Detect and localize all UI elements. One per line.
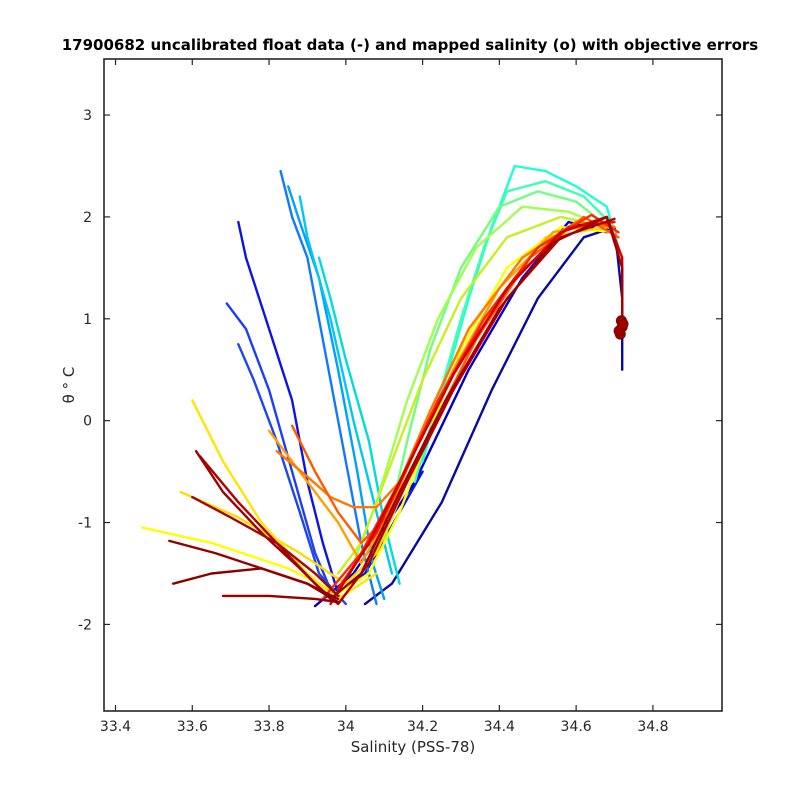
profile-line-14	[336, 215, 608, 575]
y-tick-label: 1	[83, 312, 92, 328]
x-tick-label: 34.2	[407, 719, 438, 735]
profile-line-5	[237, 343, 347, 606]
profile-line-23	[329, 215, 624, 606]
profile-line-29	[221, 594, 340, 604]
profile-line-15	[141, 225, 616, 595]
profile-line-21	[321, 213, 620, 601]
y-tick-label: 3	[83, 108, 92, 124]
plot-area	[141, 164, 629, 608]
x-axis-label: Salinity (PSS-78)	[351, 738, 476, 756]
x-tick-label: 33.4	[100, 719, 131, 735]
profile-line-13	[352, 205, 608, 565]
profile-line-24	[198, 217, 616, 606]
chart-title: 17900682 uncalibrated float data (-) and…	[62, 36, 759, 54]
profile-line-22	[336, 220, 616, 590]
profile-line-12	[383, 190, 616, 545]
plot-frame	[103, 58, 723, 712]
mapped-salinity-point-5	[617, 318, 629, 330]
profile-line-28	[191, 495, 340, 598]
y-tick-label: -1	[78, 516, 92, 532]
profile-line-25	[194, 215, 624, 601]
x-tick-label: 34.6	[561, 719, 592, 735]
profile-line-16	[179, 225, 608, 585]
y-tick-label: 0	[83, 414, 92, 430]
y-tick-label: -2	[78, 617, 92, 633]
x-tick-label: 34.8	[637, 719, 668, 735]
x-tick-label: 33.8	[253, 719, 284, 735]
y-tick-label: 2	[83, 210, 92, 226]
y-axis-label: θ ° C	[60, 367, 78, 404]
x-axis: 33.4 33.6 33.8 34 34.2 34.4 34.6 34.8	[100, 59, 668, 735]
y-axis: -2 -1 0 1 2 3	[78, 108, 722, 633]
profile-line-18	[267, 220, 608, 565]
x-tick-label: 33.6	[177, 719, 208, 735]
profile-line-2	[313, 220, 608, 608]
profile-line-27	[168, 539, 340, 601]
x-tick-label: 34	[337, 719, 355, 735]
profile-line-10	[421, 164, 620, 463]
profile-line-1	[363, 225, 624, 606]
x-tick-label: 34.4	[484, 719, 515, 735]
profile-line-8	[298, 195, 394, 575]
profile-line-4	[225, 302, 336, 601]
